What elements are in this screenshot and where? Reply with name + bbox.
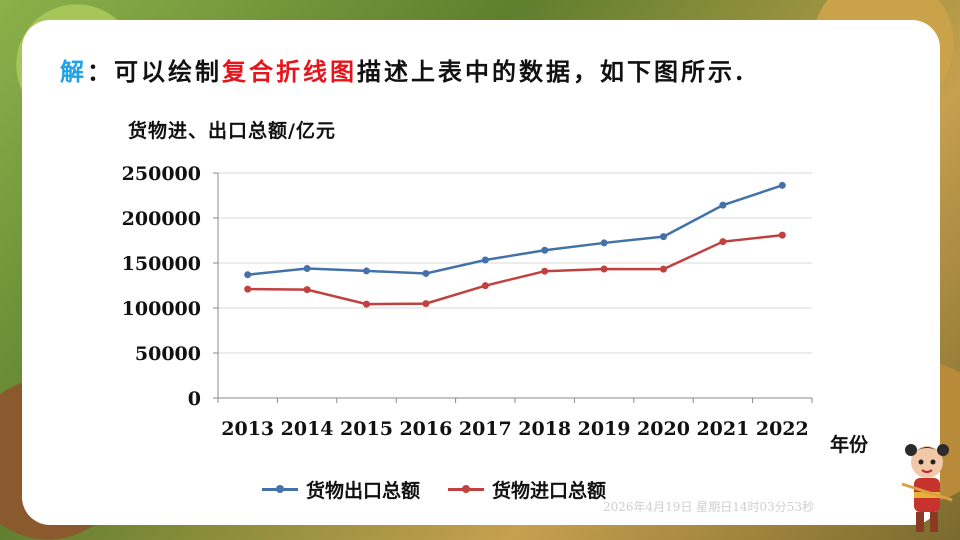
x-axis-label: 年份 — [830, 434, 869, 456]
solution-key: 解 — [60, 57, 87, 86]
data-point-0-8 — [719, 201, 727, 209]
data-point-1-6 — [600, 265, 608, 273]
legend-swatch-export — [262, 485, 298, 493]
series-line-0 — [247, 184, 783, 276]
x-tick-label: 2017 — [459, 418, 512, 440]
data-point-1-7 — [660, 265, 667, 273]
x-tick-label: 2020 — [637, 418, 690, 440]
mascot-figure-icon — [901, 444, 953, 532]
title-highlight: 复合折线图 — [222, 57, 357, 86]
legend-label-import: 货物进口总额 — [492, 480, 607, 502]
data-point-0-9 — [778, 181, 786, 189]
timestamp-watermark: 2026年4月19日 星期日14时03分53秒 — [603, 500, 815, 514]
data-point-1-8 — [719, 238, 727, 246]
data-point-1-9 — [778, 231, 786, 239]
x-tick-label: 2021 — [696, 418, 749, 440]
data-point-1-5 — [541, 267, 549, 275]
x-tick-label: 2019 — [578, 418, 631, 440]
x-tick-label: 2014 — [281, 418, 334, 440]
legend-item-import: 货物进口总额 — [448, 476, 606, 503]
y-tick-label: 250000 — [122, 163, 201, 185]
legend-swatch-import — [448, 485, 485, 493]
title-text-1: ：可以绘制 — [87, 57, 222, 86]
x-tick-label: 2015 — [340, 418, 393, 440]
data-point-0-6 — [600, 239, 608, 247]
y-tick-label: 50000 — [135, 343, 201, 365]
data-point-0-0 — [244, 271, 252, 279]
y-axis-label: 货物进、出口总额/亿元 — [128, 120, 336, 142]
legend-item-export: 货物出口总额 — [262, 476, 420, 503]
title-text-2: 描述上表中的数据，如下图所示. — [357, 57, 747, 86]
y-tick-label: 0 — [188, 388, 201, 410]
data-point-0-3 — [422, 269, 430, 277]
data-point-0-1 — [303, 264, 311, 272]
data-point-0-7 — [660, 233, 667, 241]
data-point-0-5 — [541, 246, 549, 254]
x-tick-label: 2018 — [518, 418, 571, 440]
data-point-1-4 — [481, 282, 489, 290]
data-point-0-4 — [481, 256, 489, 264]
x-tick-label: 2016 — [399, 418, 452, 440]
chart-legend: 货物出口总额 货物进口总额 — [262, 476, 606, 503]
data-point-0-2 — [363, 267, 370, 275]
y-tick-label: 200000 — [122, 208, 201, 230]
solution-title: 解：可以绘制复合折线图描述上表中的数据，如下图所示. — [60, 52, 746, 87]
y-tick-label: 150000 — [122, 253, 201, 275]
y-tick-label: 100000 — [122, 298, 201, 320]
legend-label-export: 货物出口总额 — [306, 480, 421, 502]
data-point-1-3 — [422, 300, 430, 308]
series-line-1 — [247, 233, 783, 306]
x-tick-label: 2013 — [221, 418, 274, 440]
content-card — [22, 20, 940, 525]
data-point-1-0 — [244, 285, 252, 293]
data-point-1-2 — [363, 300, 370, 308]
data-point-1-1 — [303, 286, 311, 294]
x-tick-label: 2022 — [756, 418, 809, 440]
